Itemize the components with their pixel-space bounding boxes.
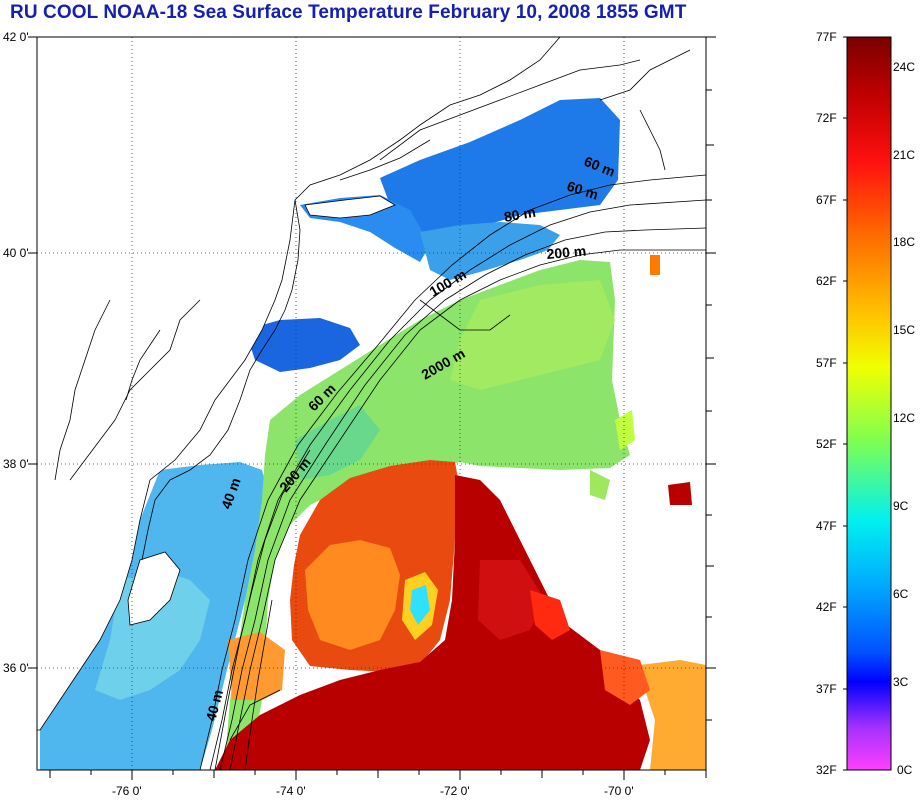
shelf-water [420,222,560,280]
colorbar-f-label: 32F [816,763,837,777]
lat-label: 36 0' [3,661,29,675]
warm-patch-east [600,650,650,705]
colorbar-c-label: 6C [893,587,909,601]
land [37,37,561,731]
warm-core-ring [228,632,285,700]
colorbar: 77F 72F 67F 62F 57F 52F 47F 42F 37F 32F … [816,30,915,777]
contour-label: 40 m [202,688,226,723]
gulf-stream [530,590,570,640]
shelf-water [95,570,210,700]
colorbar-c-label: 9C [893,499,909,513]
lon-label: -76 0' [112,784,142,798]
slope-water [225,260,630,760]
lon-label: -72 0' [440,784,470,798]
contour-label: 80 m [503,204,537,225]
slope-water [295,405,380,480]
colorbar-f-label: 47F [816,519,837,533]
lon-label: -70 0' [604,784,634,798]
lat-label: 42 0' [3,30,29,44]
map-frame [36,36,707,771]
warm-core-ring [305,540,400,650]
colorbar-c-label: 0C [897,763,913,777]
lon-label: -74 0' [276,784,306,798]
bathymetry-contours [199,174,706,770]
colorbar-f-label: 57F [816,356,837,370]
contour-label: 200 m [546,243,587,262]
lat-label: 40 0' [3,246,29,260]
colorbar-c-label: 3C [893,675,909,689]
colorbar-f-label: 77F [816,30,837,44]
colorbar-f-label: 62F [816,274,837,288]
gulf-stream [478,560,545,640]
warm-patch-east [668,482,692,505]
coastline [54,49,691,561]
slope-water [590,470,610,500]
gulf-stream [215,475,650,770]
land [127,551,181,626]
colorbar-f-label: 52F [816,437,837,451]
slope-water [450,280,615,390]
colorbar-c-label: 15C [893,323,915,337]
colorbar-c-label: 12C [893,411,915,425]
lat-label: 38 0' [3,457,29,471]
colorbar-c-label: 21C [893,148,915,162]
land [304,195,396,219]
colorbar-c-label: 18C [893,235,915,249]
map-title: RU COOL NOAA-18 Sea Surface Temperature … [10,2,687,23]
axis-ticks [28,36,716,780]
colorbar-f-label: 67F [816,193,837,207]
colorbar-gradient [846,36,892,771]
warm-patch-east [640,660,706,770]
warm-core-ring [410,585,430,625]
cold-water-patch [380,98,620,240]
colorbar-f-label: 37F [816,682,837,696]
sst-image [37,37,706,770]
warm-speck [650,255,660,275]
warm-speck [615,410,635,450]
colorbar-c-label: 24C [893,60,915,74]
colorbar-f-label: 42F [816,600,837,614]
colorbar-f-label: 72F [816,111,837,125]
